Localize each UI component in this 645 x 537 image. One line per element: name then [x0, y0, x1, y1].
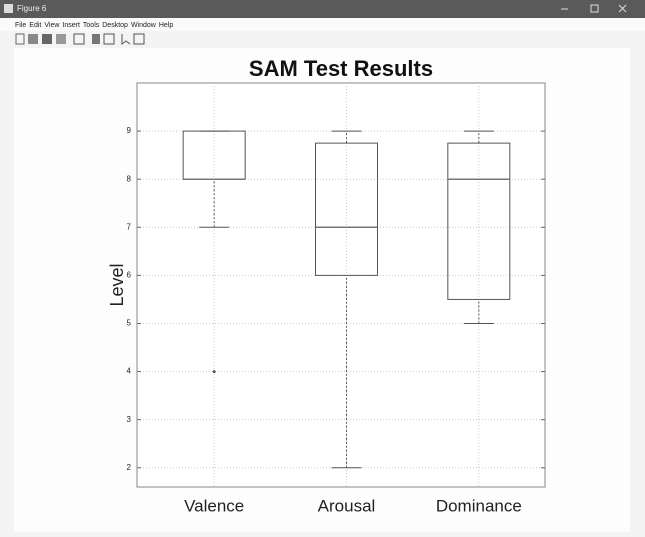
y-tick-label: 9 — [127, 126, 132, 135]
y-tick-label: 3 — [127, 415, 132, 424]
tool-link[interactable] — [92, 34, 100, 44]
maximize-button[interactable] — [590, 4, 599, 13]
tool-zoom[interactable] — [73, 33, 85, 45]
close-button[interactable] — [618, 4, 627, 13]
menu-item[interactable]: Desktop — [102, 22, 128, 29]
outlier — [212, 370, 216, 374]
menu-item[interactable]: Window — [131, 22, 157, 29]
menu-item[interactable]: File — [15, 22, 26, 29]
box — [315, 142, 378, 276]
window-title: Figure 6 — [17, 4, 47, 13]
menu-item[interactable]: Insert — [62, 22, 80, 29]
y-tick-label: 7 — [127, 222, 132, 231]
title-bar — [0, 0, 645, 18]
tool-pointer[interactable] — [121, 34, 131, 45]
toolbar — [15, 33, 145, 45]
tool-save[interactable] — [42, 34, 52, 44]
menu-item[interactable]: View — [44, 22, 60, 29]
y-tick-label: 8 — [127, 174, 132, 183]
y-tick-label: 2 — [127, 463, 132, 472]
menu-item[interactable]: Edit — [29, 22, 41, 29]
y-tick-label: 6 — [127, 270, 132, 279]
tool-plot[interactable] — [133, 33, 145, 45]
menu-item[interactable]: Tools — [83, 22, 100, 29]
menu-item[interactable]: Help — [159, 22, 174, 29]
x-tick-label: Arousal — [318, 496, 376, 515]
y-tick-label: 4 — [127, 367, 132, 376]
y-axis-label: Level — [107, 263, 127, 306]
x-tick-label: Dominance — [436, 496, 522, 515]
x-tick-label: Valence — [184, 496, 244, 515]
chart-title: SAM Test Results — [249, 56, 433, 81]
tool-new[interactable] — [15, 33, 25, 45]
tool-open[interactable] — [28, 34, 38, 44]
window-icon — [4, 4, 13, 13]
y-tick-label: 5 — [127, 319, 132, 328]
box — [447, 142, 511, 300]
tool-insert[interactable] — [103, 33, 115, 45]
tool-print[interactable] — [56, 34, 66, 44]
menu: File Edit View Insert Tools Desktop Window Help — [15, 22, 173, 29]
menu-bar — [0, 18, 645, 31]
